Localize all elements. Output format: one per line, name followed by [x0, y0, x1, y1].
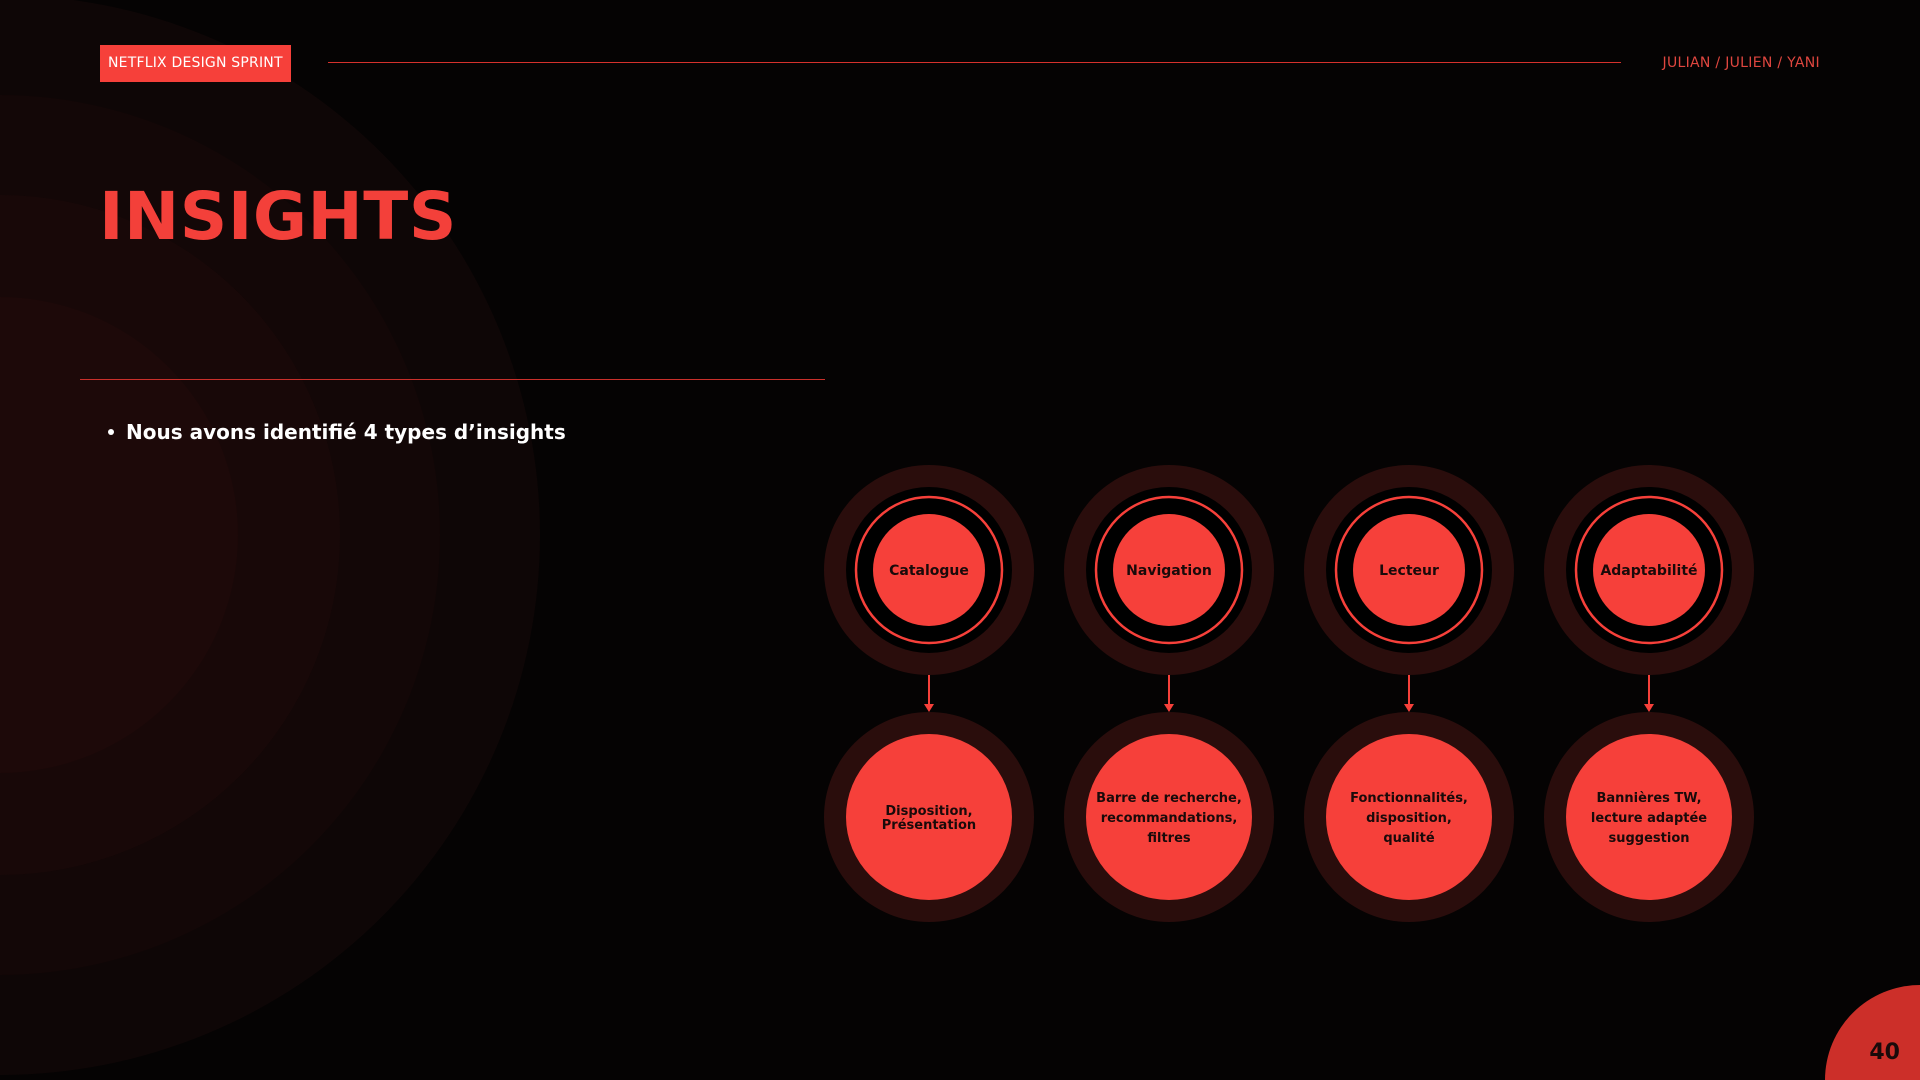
insight-label: Adaptabilité: [1600, 563, 1697, 579]
insight-ring-outline: [1334, 495, 1484, 645]
insight-ring-outline: [1574, 495, 1724, 645]
detail-text-line: Présentation: [882, 818, 976, 833]
insight-circle: [1353, 514, 1465, 626]
detail-circle: [1086, 734, 1252, 900]
bullet-list: Nous avons identifié 4 types d’insights: [108, 420, 566, 444]
detail-text-line: Barre de recherche,: [1096, 791, 1242, 806]
page-title: INSIGHTS: [99, 178, 457, 255]
insight-circle: [873, 514, 985, 626]
insight-label: Lecteur: [1379, 563, 1439, 579]
detail-text-line: filtres: [1147, 831, 1191, 846]
sprint-tag: NETFLIX DESIGN SPRINT: [100, 45, 291, 82]
title-divider: [80, 379, 825, 380]
bullet-text: Nous avons identifié 4 types d’insights: [126, 420, 566, 444]
detail-text-line: Disposition,: [885, 804, 972, 819]
connector-arrowhead: [1644, 704, 1654, 712]
bullet-item: Nous avons identifié 4 types d’insights: [108, 420, 566, 444]
bullet-dot: [108, 429, 114, 435]
insight-label: Navigation: [1126, 563, 1212, 579]
insight-ring-outline: [854, 495, 1004, 645]
insight-label: Catalogue: [889, 563, 969, 579]
detail-text-line: suggestion: [1608, 831, 1689, 846]
connector-arrowhead: [924, 704, 934, 712]
detail-text-line: lecture adaptée: [1591, 811, 1707, 826]
detail-text-line: Bannières TW,: [1596, 791, 1701, 806]
detail-text-line: disposition,: [1366, 811, 1452, 826]
insight-ring-outline: [1094, 495, 1244, 645]
insight-circle: [1593, 514, 1705, 626]
detail-text-line: Fonctionnalités,: [1350, 791, 1468, 806]
connector-arrowhead: [1404, 704, 1414, 712]
page-number: 40: [1869, 1040, 1900, 1065]
detail-circle: [1566, 734, 1732, 900]
detail-circle: [846, 734, 1012, 900]
detail-circle: [1326, 734, 1492, 900]
authors-label: JULIAN / JULIEN / YANI: [1662, 55, 1820, 71]
insight-circle: [1113, 514, 1225, 626]
detail-text-line: recommandations,: [1101, 811, 1238, 826]
connector-arrowhead: [1164, 704, 1174, 712]
detail-text-line: qualité: [1383, 831, 1434, 846]
header-divider: [328, 62, 1621, 63]
